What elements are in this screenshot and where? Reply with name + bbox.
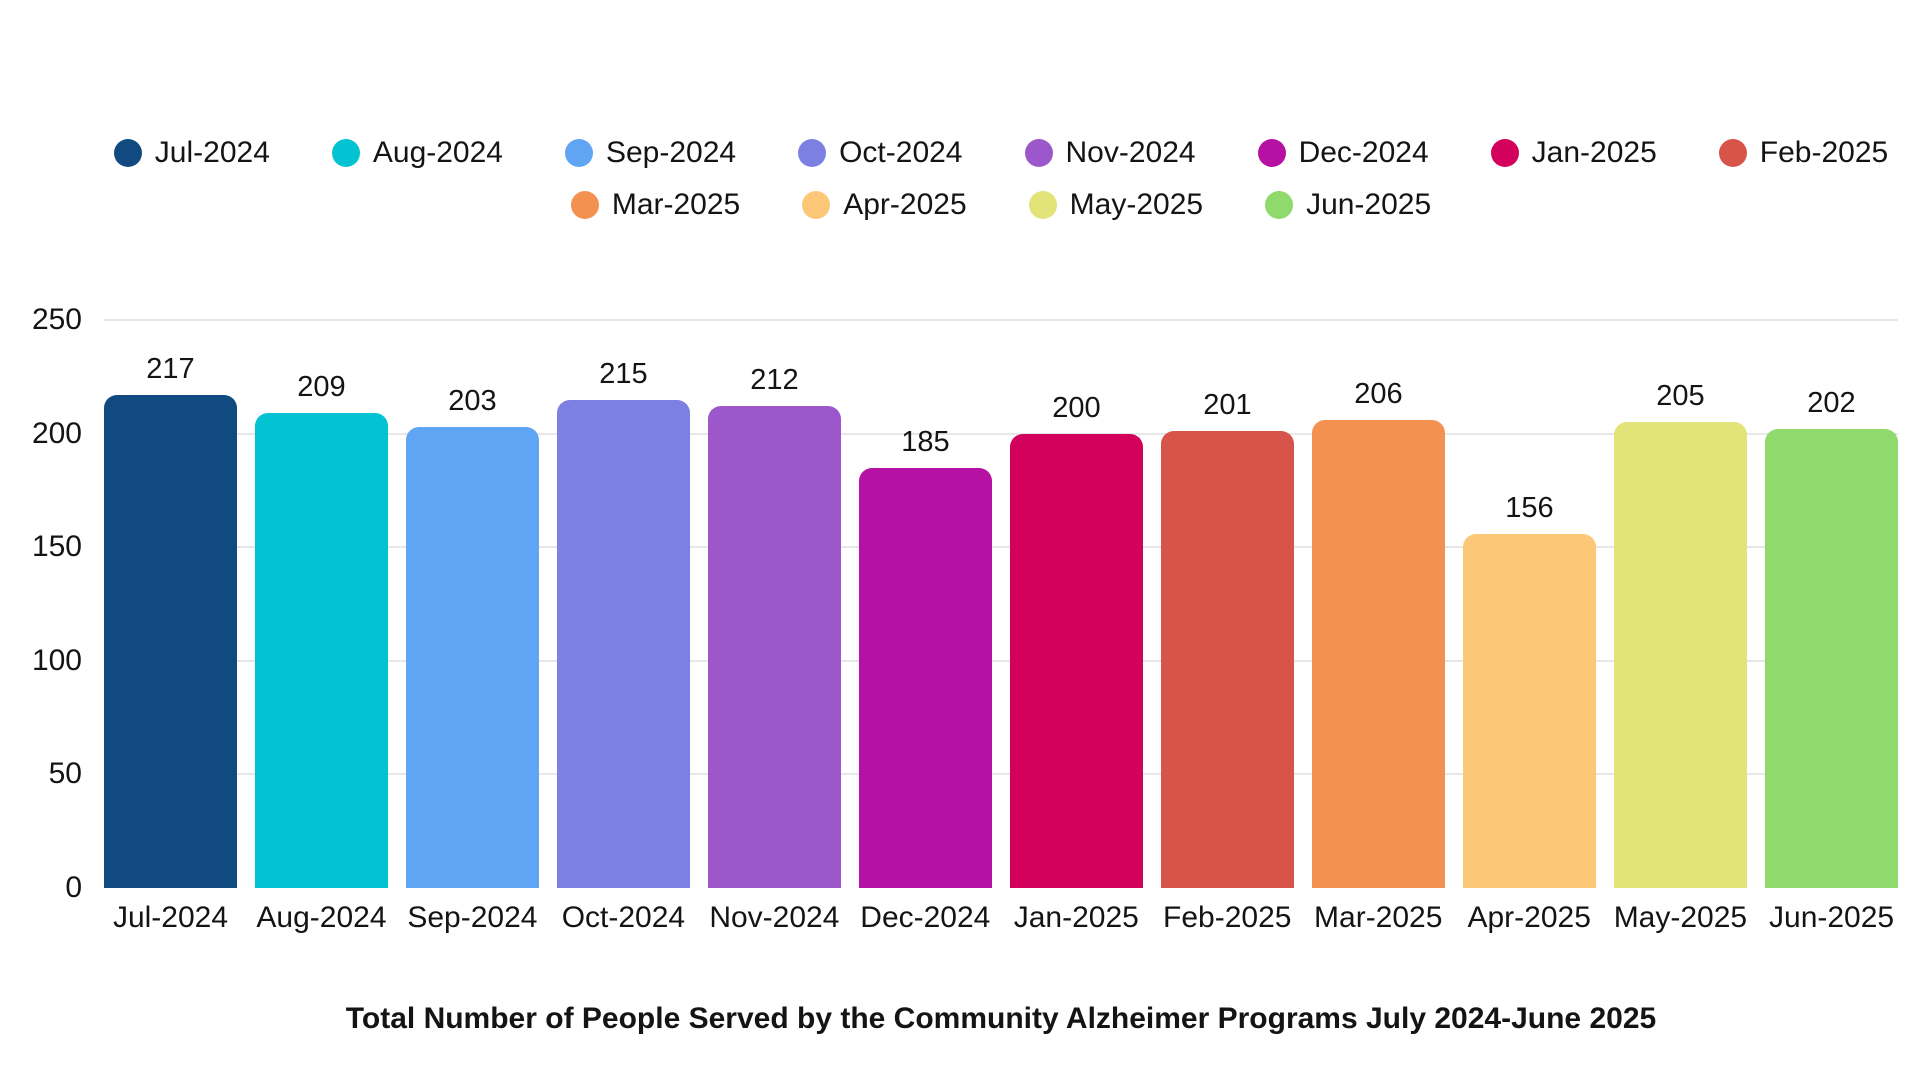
y-axis: 0 50 100 150 200 250 xyxy=(0,305,84,903)
legend-label-may-2025: May-2025 xyxy=(1069,188,1204,221)
legend-item-mar-2025: Mar-2025 xyxy=(570,188,741,221)
legend-label-feb-2025: Feb-2025 xyxy=(1759,136,1889,169)
bar-value-jul-2024: 217 xyxy=(146,352,195,385)
legend-label-mar-2025: Mar-2025 xyxy=(611,188,741,221)
plot-area: 217 209 203 215 212 185 200 201 206 156 205 202 xyxy=(104,319,1898,888)
legend-label-oct-2024: Oct-2024 xyxy=(839,136,963,169)
x-tick-jun-2025: Jun-2025 xyxy=(1769,901,1895,934)
bar-feb-2025: 201 xyxy=(1161,391,1294,888)
legend-item-jan-2025: Jan-2025 xyxy=(1490,136,1657,169)
bar-jun-2025: 202 xyxy=(1765,389,1898,888)
y-tick-250: 250 xyxy=(31,303,82,336)
bar-may-2025: 205 xyxy=(1614,382,1747,888)
bar-aug-2024: 209 xyxy=(255,373,388,888)
bar-value-jan-2025: 200 xyxy=(1052,391,1101,424)
legend-item-dec-2024: Dec-2024 xyxy=(1257,136,1429,169)
legend-label-jun-2025: Jun-2025 xyxy=(1306,188,1432,221)
legend-label-jan-2025: Jan-2025 xyxy=(1531,136,1657,169)
y-tick-50: 50 xyxy=(48,757,82,791)
x-tick-apr-2025: Apr-2025 xyxy=(1467,901,1591,934)
bar-value-sep-2024: 203 xyxy=(448,384,497,417)
legend-label-aug-2024: Aug-2024 xyxy=(372,136,503,169)
x-tick-feb-2025: Feb-2025 xyxy=(1163,901,1292,934)
gridline-100 xyxy=(104,659,1898,662)
bar-value-mar-2025: 206 xyxy=(1354,377,1403,410)
legend-marker-jan-2025 xyxy=(1490,139,1519,167)
legend: Jul-2024 Aug-2024 Sep-2024 Oct-2024 Nov-2024… xyxy=(104,138,1898,220)
legend-item-jul-2024: Jul-2024 xyxy=(113,136,270,169)
legend-row-2: Mar-2025 Apr-2025 May-2025 Jun-2025 xyxy=(570,188,1431,221)
legend-item-may-2025: May-2025 xyxy=(1028,188,1204,221)
legend-item-oct-2024: Oct-2024 xyxy=(798,136,963,169)
legend-marker-feb-2025 xyxy=(1718,139,1747,167)
legend-marker-oct-2024 xyxy=(798,139,827,167)
x-tick-sep-2024: Sep-2024 xyxy=(407,901,538,934)
gridline-50 xyxy=(104,773,1898,776)
legend-label-jul-2024: Jul-2024 xyxy=(154,136,270,169)
gridline-200 xyxy=(104,432,1898,435)
y-tick-150: 150 xyxy=(31,530,82,564)
bar-dec-2024: 185 xyxy=(859,427,992,888)
legend-label-sep-2024: Sep-2024 xyxy=(605,136,737,169)
bar-value-dec-2024: 185 xyxy=(901,425,950,458)
x-tick-dec-2024: Dec-2024 xyxy=(860,901,991,934)
bar-sep-2024: 203 xyxy=(406,386,539,888)
legend-item-sep-2024: Sep-2024 xyxy=(564,136,737,169)
y-tick-100: 100 xyxy=(31,643,82,677)
bars-group: 217 209 203 215 212 185 200 201 206 156 205 202 xyxy=(104,320,1898,888)
x-tick-nov-2024: Nov-2024 xyxy=(709,901,840,934)
legend-marker-jul-2024 xyxy=(113,139,142,167)
bar-value-oct-2024: 215 xyxy=(599,357,648,390)
bar-value-jun-2025: 202 xyxy=(1807,387,1856,420)
legend-label-apr-2025: Apr-2025 xyxy=(843,188,967,221)
gridline-150 xyxy=(104,546,1898,549)
legend-marker-nov-2024 xyxy=(1024,139,1053,167)
bar-nov-2024: 212 xyxy=(708,366,841,888)
x-tick-oct-2024: Oct-2024 xyxy=(561,901,686,934)
legend-item-jun-2025: Jun-2025 xyxy=(1265,190,1431,220)
bar-jan-2025: 200 xyxy=(1010,393,1143,888)
legend-marker-jun-2025 xyxy=(1265,191,1294,219)
bar-value-apr-2025: 156 xyxy=(1505,491,1554,524)
y-tick-200: 200 xyxy=(31,416,82,450)
legend-row-1: Jul-2024 Aug-2024 Sep-2024 Oct-2024 Nov-2024… xyxy=(113,136,1889,169)
bar-jul-2024: 217 xyxy=(104,354,237,888)
bar-value-feb-2025: 201 xyxy=(1203,389,1252,422)
legend-item-aug-2024: Aug-2024 xyxy=(331,136,503,169)
gridline-250 xyxy=(104,319,1898,321)
legend-marker-mar-2025 xyxy=(570,191,599,219)
legend-marker-dec-2024 xyxy=(1257,139,1286,167)
bar-value-may-2025: 205 xyxy=(1656,380,1705,413)
legend-marker-sep-2024 xyxy=(564,139,593,167)
legend-label-dec-2024: Dec-2024 xyxy=(1298,136,1429,169)
legend-item-feb-2025: Feb-2025 xyxy=(1718,136,1889,169)
legend-marker-aug-2024 xyxy=(331,139,360,167)
legend-label-nov-2024: Nov-2024 xyxy=(1065,136,1196,169)
x-tick-aug-2024: Aug-2024 xyxy=(256,901,387,934)
y-tick-0: 0 xyxy=(65,871,82,904)
bar-apr-2025: 156 xyxy=(1463,493,1596,888)
x-tick-jul-2024: Jul-2024 xyxy=(112,901,229,934)
legend-item-nov-2024: Nov-2024 xyxy=(1024,136,1196,169)
bar-oct-2024: 215 xyxy=(557,359,690,888)
chart-title: Total Number of People Served by the Com… xyxy=(345,1002,1657,1035)
bar-value-nov-2024: 212 xyxy=(750,364,799,397)
x-tick-mar-2025: Mar-2025 xyxy=(1314,901,1443,934)
legend-marker-may-2025 xyxy=(1028,191,1057,219)
bar-mar-2025: 206 xyxy=(1312,379,1445,888)
legend-item-apr-2025: Apr-2025 xyxy=(802,188,967,221)
x-axis: Jul-2024 Aug-2024 Sep-2024 Oct-2024 Nov-2024… xyxy=(104,900,1898,936)
x-tick-may-2025: May-2025 xyxy=(1613,901,1748,934)
legend-marker-apr-2025 xyxy=(802,191,831,219)
x-tick-jan-2025: Jan-2025 xyxy=(1013,901,1139,934)
bar-value-aug-2024: 209 xyxy=(297,371,346,404)
